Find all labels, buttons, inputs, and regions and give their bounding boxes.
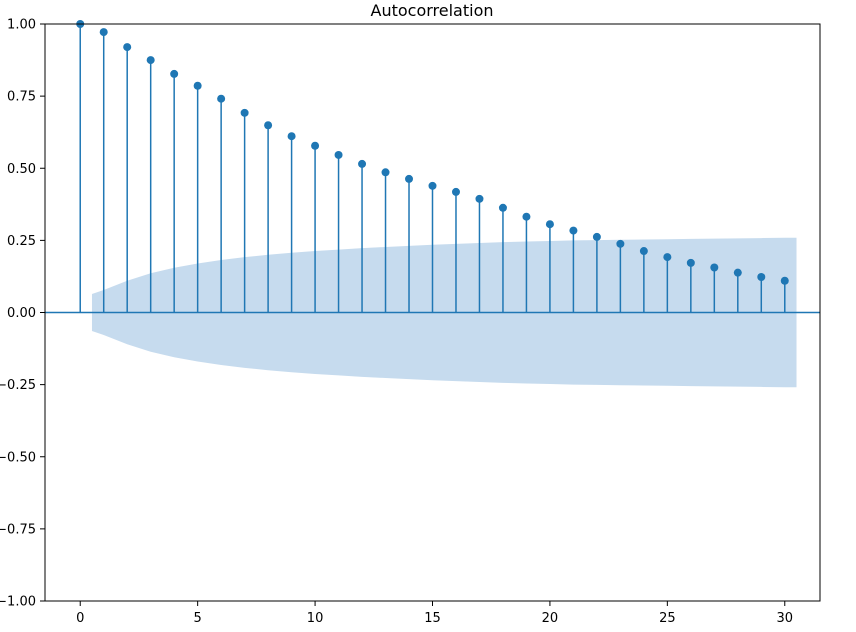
stem-marker — [545, 220, 554, 229]
stem-marker — [217, 94, 226, 103]
stem-marker — [334, 150, 343, 159]
y-tick-label: −0.25 — [0, 378, 36, 393]
stem-marker — [616, 239, 625, 248]
stem-marker — [381, 168, 390, 177]
stem-marker — [264, 121, 273, 130]
stem-layer — [76, 20, 789, 313]
y-tick-label: −0.50 — [0, 450, 36, 465]
stem-marker — [710, 263, 719, 272]
y-axis: −1.00 −0.75 −0.50 −0.25 0.00 0.25 0.50 0.75 1.00 — [0, 18, 45, 610]
stem-marker — [287, 132, 296, 141]
stem-marker — [193, 81, 202, 90]
stem-marker — [639, 247, 648, 256]
stem-marker — [405, 174, 414, 183]
stem-marker — [475, 194, 484, 203]
stem-marker — [240, 108, 249, 117]
stem-marker — [123, 43, 132, 52]
y-tick-label: −0.75 — [0, 522, 36, 537]
stem-marker — [733, 268, 742, 277]
stem-marker — [663, 253, 672, 262]
x-axis: 0 5 10 15 20 25 30 — [76, 601, 793, 626]
stem-marker — [428, 181, 437, 190]
stem-marker — [498, 203, 507, 212]
stem-marker — [757, 273, 766, 282]
stem-marker — [311, 141, 320, 150]
stem-marker — [569, 226, 578, 235]
stem-marker — [358, 159, 367, 168]
x-tick-label: 5 — [194, 611, 202, 626]
y-tick-label: 0.50 — [7, 162, 36, 177]
x-tick-label: 15 — [424, 611, 441, 626]
stem-marker — [522, 212, 531, 221]
chart-title: Autocorrelation — [371, 1, 494, 20]
stem-marker — [170, 69, 179, 78]
x-tick-label: 25 — [659, 611, 676, 626]
stem-marker — [146, 56, 155, 65]
y-tick-label: 0.25 — [7, 234, 36, 249]
stem-marker — [99, 28, 108, 37]
x-tick-label: 0 — [76, 611, 84, 626]
y-tick-label: 1.00 — [7, 18, 36, 33]
stem-marker — [451, 187, 460, 196]
y-tick-label: 0.75 — [7, 90, 36, 105]
stem-marker — [686, 258, 695, 267]
x-tick-label: 10 — [307, 611, 324, 626]
stem-marker — [780, 276, 789, 285]
y-tick-label: 0.00 — [7, 306, 36, 321]
y-tick-label: −1.00 — [0, 595, 36, 610]
x-tick-label: 30 — [776, 611, 793, 626]
x-tick-label: 20 — [542, 611, 559, 626]
stem-marker — [592, 232, 601, 241]
